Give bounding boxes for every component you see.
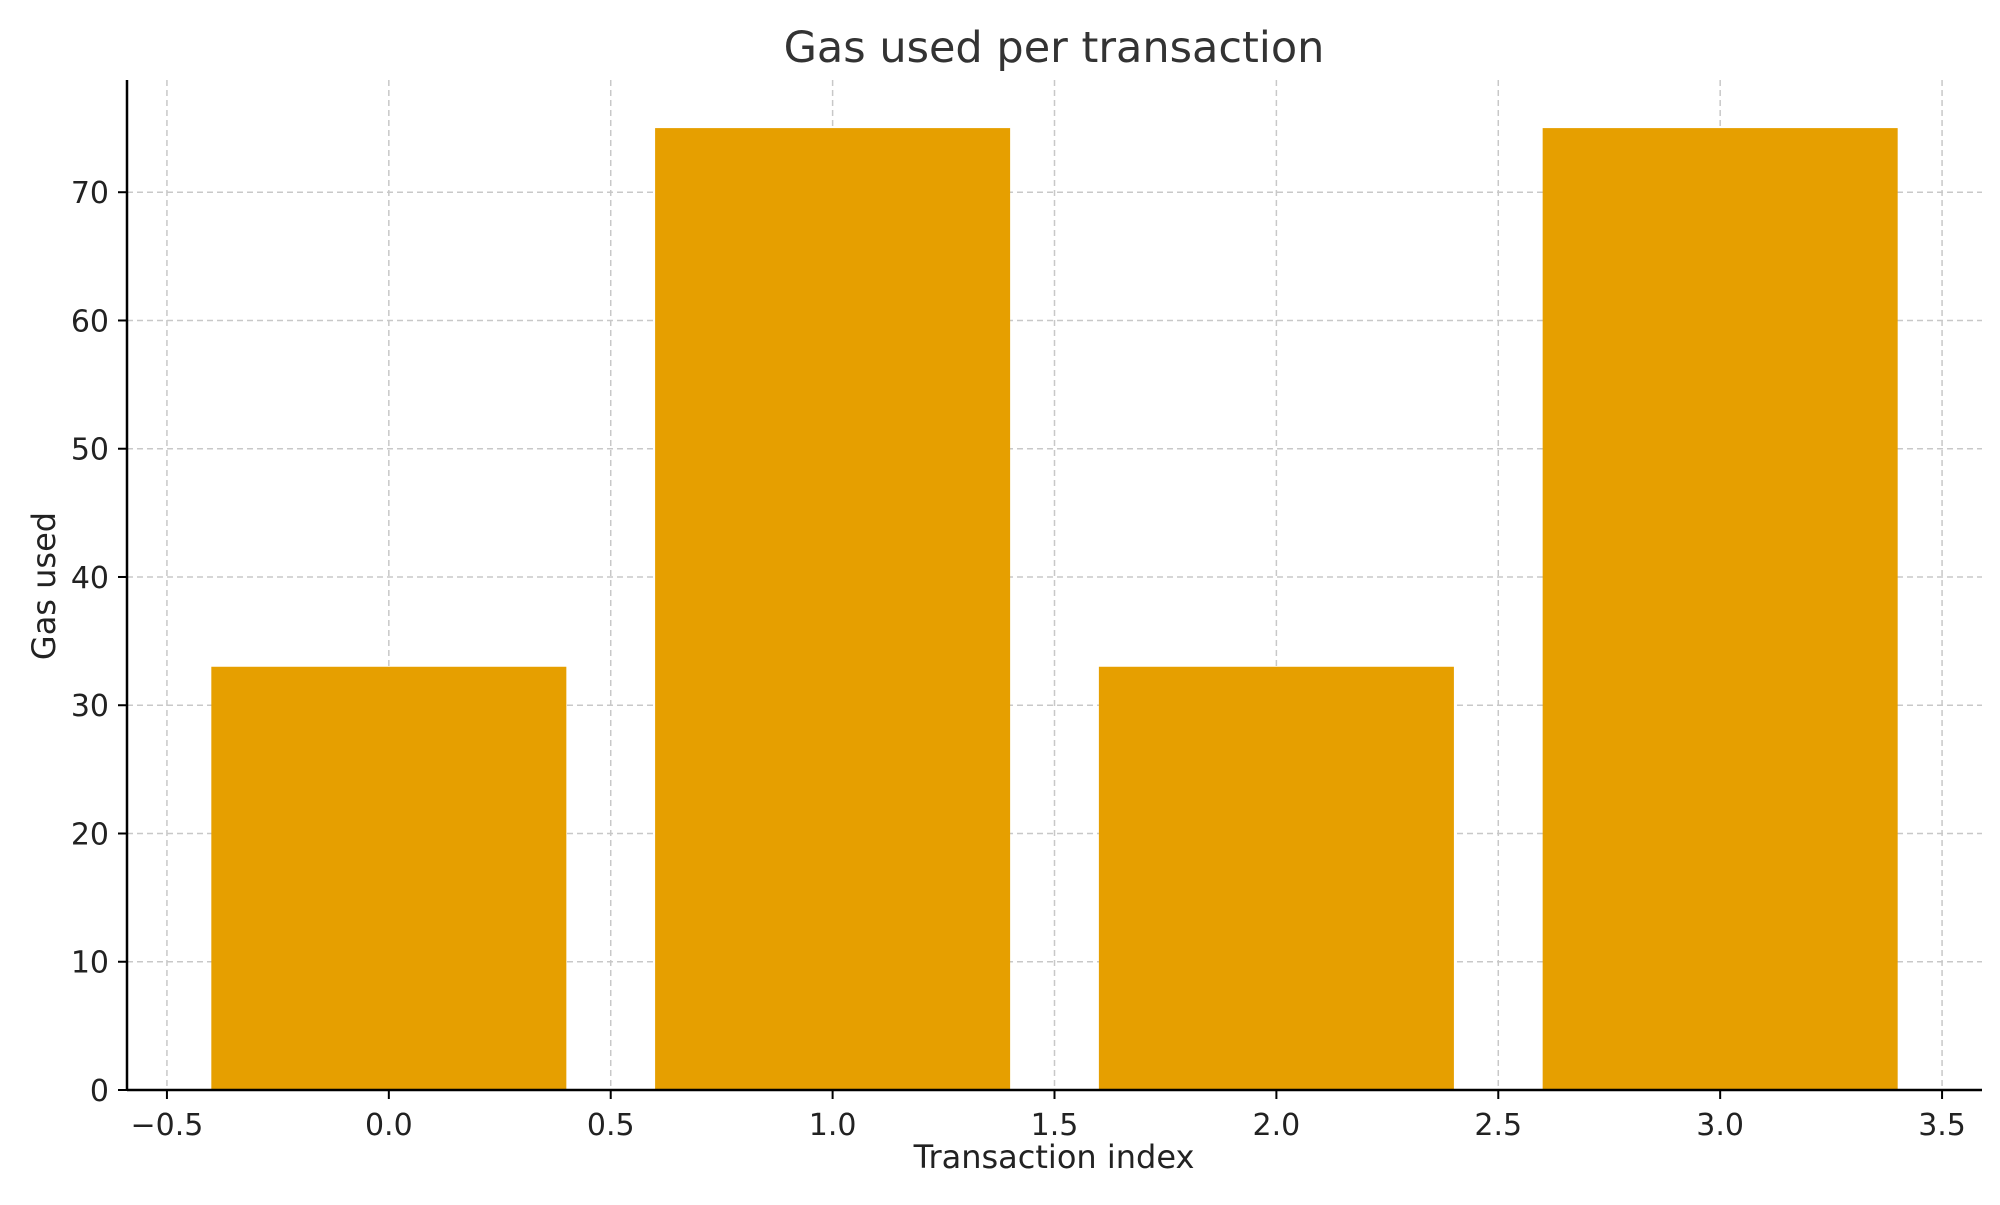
x-tick-label: 0.0 [365, 1108, 413, 1143]
y-tick-label: 60 [71, 304, 109, 339]
y-tick-label: 50 [71, 433, 109, 468]
bar [211, 666, 567, 1090]
y-tick-label: 30 [71, 689, 109, 724]
chart-title: Gas used per transaction [784, 23, 1325, 73]
bar [1542, 128, 1898, 1091]
bar [655, 128, 1011, 1091]
x-axis-ticks: −0.5 0.0 0.5 1.0 1.5 2.0 2.5 3.0 3.5 [131, 1090, 1966, 1143]
y-axis-ticks: 0 10 20 30 40 50 60 70 [71, 176, 127, 1109]
y-tick-label: 20 [71, 817, 109, 852]
x-axis-label: Transaction index [913, 1138, 1195, 1176]
x-tick-label: 0.5 [587, 1108, 635, 1143]
x-tick-label: 1.5 [1031, 1108, 1079, 1143]
x-tick-label: 1.0 [809, 1108, 857, 1143]
y-tick-label: 40 [71, 561, 109, 596]
x-tick-label: 2.0 [1253, 1108, 1301, 1143]
y-tick-label: 0 [90, 1074, 109, 1109]
bars [211, 128, 1898, 1091]
x-tick-label: −0.5 [131, 1108, 204, 1143]
y-axis-label: Gas used [25, 512, 63, 660]
y-tick-label: 70 [71, 176, 109, 211]
y-tick-label: 10 [71, 946, 109, 981]
x-tick-label: 2.5 [1474, 1108, 1522, 1143]
bar [1098, 666, 1454, 1090]
x-tick-label: 3.0 [1696, 1108, 1744, 1143]
x-tick-label: 3.5 [1918, 1108, 1966, 1143]
